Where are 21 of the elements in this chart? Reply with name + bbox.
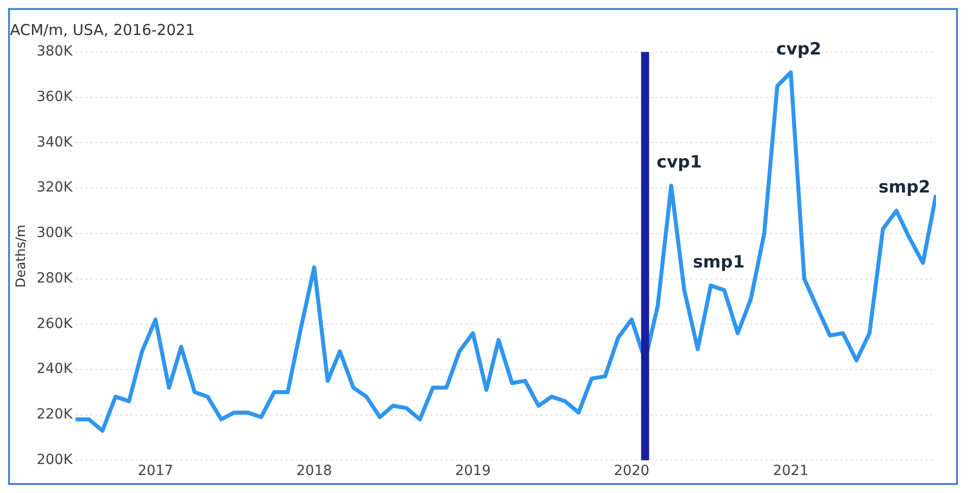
y-tick-label: 380K: [36, 44, 74, 60]
y-tick-label: 340K: [36, 134, 74, 150]
annotation: smp2: [878, 178, 930, 198]
x-tick-label: 2017: [138, 463, 174, 480]
x-tick-label: 2020: [614, 463, 650, 480]
y-tick-label: 320K: [36, 180, 74, 196]
y-tick-label: 200K: [36, 452, 74, 468]
x-tick-label: 2021: [772, 463, 809, 480]
y-axis-title: Deaths/m: [14, 224, 30, 288]
annotation: smp1: [692, 252, 745, 273]
y-tick-label: 260K: [36, 316, 74, 332]
x-tick-label: 2018: [296, 463, 332, 480]
chart-title: ACM/m, USA, 2016-2021: [10, 20, 195, 39]
y-tick-label: 280K: [36, 270, 74, 286]
y-tick-label: 240K: [36, 361, 74, 378]
y-tick-label: 300K: [36, 225, 74, 242]
y-tick-label: 360K: [36, 88, 74, 105]
x-tick-label: 2019: [455, 463, 491, 480]
annotation: cvp2: [776, 39, 822, 60]
annotation: cvp1: [656, 152, 702, 173]
y-tick-label: 220K: [36, 406, 74, 422]
